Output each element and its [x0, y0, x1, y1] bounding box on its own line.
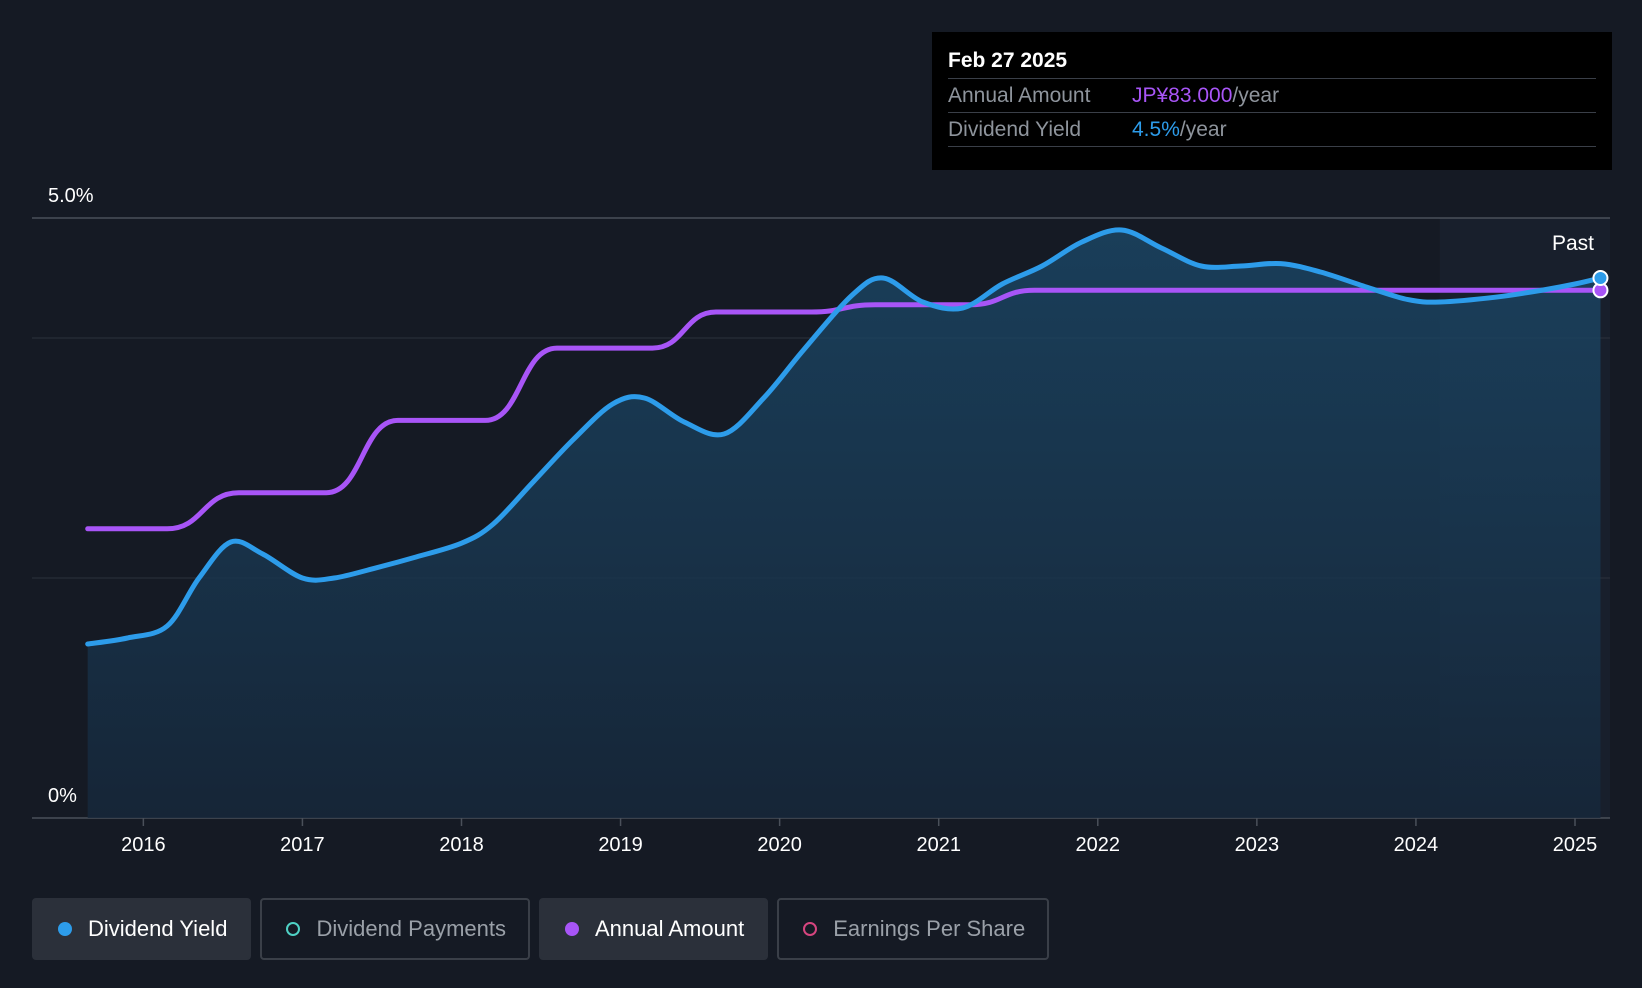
- legend-dot-icon: [286, 922, 301, 936]
- x-tick-label: 2023: [1235, 834, 1280, 856]
- legend-dot-icon: [803, 922, 818, 936]
- legend-label: Annual Amount: [594, 916, 745, 941]
- legend-dot-icon: [58, 922, 72, 936]
- legend-dividend-yield[interactable]: Dividend Yield: [32, 898, 252, 960]
- annual-amount-line: [85, 287, 1603, 532]
- x-tick-label: 2017: [280, 834, 325, 856]
- tooltip-unit: /year: [1232, 84, 1280, 107]
- x-tick-label: 2018: [439, 834, 484, 856]
- x-tick-label: 2021: [916, 834, 961, 856]
- tooltip-value: JP¥83.000: [1132, 84, 1233, 107]
- past-label: Past: [1552, 232, 1594, 255]
- legend-earnings-per-share[interactable]: Earnings Per Share: [777, 898, 1050, 960]
- tooltip-unit: /year: [1179, 118, 1227, 141]
- x-tick-label: 2019: [598, 834, 643, 856]
- x-tick-label: 2022: [1076, 834, 1121, 856]
- y-axis-label-bottom: 0%: [48, 785, 77, 807]
- tooltip: Feb 27 2025 Annual Amount JP¥83.000 /yea…: [932, 32, 1612, 170]
- dividend-yield-end-marker: [1592, 270, 1609, 286]
- tooltip-row-dividend-yield: Dividend Yield 4.5% /year: [948, 112, 1596, 147]
- legend-dividend-payments[interactable]: Dividend Payments: [260, 898, 530, 960]
- x-tick-label: 2020: [757, 834, 802, 856]
- tooltip-value: 4.5%: [1132, 118, 1180, 141]
- dividend-yield-area: [87, 229, 1601, 818]
- dividend-yield-line: [85, 227, 1603, 647]
- x-tick-label: 2016: [121, 834, 166, 856]
- legend-label: Earnings Per Share: [833, 916, 1026, 941]
- legend-label: Dividend Yield: [88, 916, 228, 941]
- tooltip-label: Annual Amount: [948, 84, 1091, 107]
- x-axis: 2016 2017 2018 2019 2020 2021 2022 2023 2024 2025: [121, 818, 1597, 856]
- y-axis-label-top: 5.0%: [48, 185, 94, 207]
- legend: Dividend Yield Dividend Payments Annual …: [32, 898, 1050, 960]
- legend-label: Dividend Payments: [316, 916, 506, 941]
- tooltip-label: Dividend Yield: [948, 118, 1082, 141]
- tooltip-row-annual-amount: Annual Amount JP¥83.000 /year: [948, 78, 1596, 112]
- legend-dot-icon: [564, 922, 579, 936]
- x-tick-label: 2025: [1553, 834, 1598, 856]
- x-tick-label: 2024: [1394, 834, 1439, 856]
- legend-annual-amount[interactable]: Annual Amount: [538, 898, 769, 960]
- tooltip-date: Feb 27 2025: [948, 49, 1068, 72]
